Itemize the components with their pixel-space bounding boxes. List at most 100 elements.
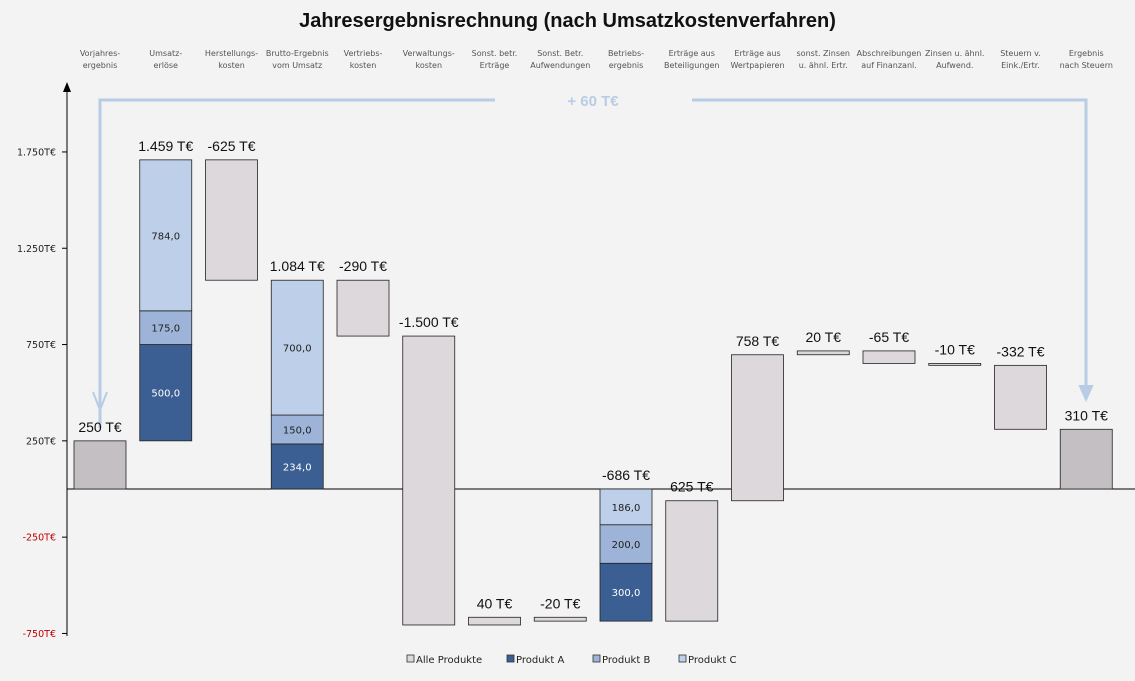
bar [862,350,916,364]
category-label: ergebnis [609,61,644,70]
segment-label: 700,0 [283,344,312,355]
category-label: Umsatz- [149,49,182,58]
category-label: sonst. Zinsen [797,49,850,58]
legend-label: Produkt B [602,655,650,666]
category-label: kosten [415,61,442,70]
y-tick-label: 250T€ [26,436,56,447]
value-label: -20 T€ [540,595,580,611]
category-label: Steuern v. [1000,49,1041,58]
bar-segment-produkt-b [599,524,653,564]
bar [533,616,587,622]
arrow-down-icon [92,391,108,413]
category-label: u. ähnl. Ertr. [799,61,848,70]
category-label: Ergebnis [1069,49,1104,58]
bar-segment-produkt-b [270,414,324,445]
segment-label: 234,0 [283,462,312,473]
bar [73,440,127,490]
category-label: nach Steuern [1060,61,1113,70]
category-label: Sonst. Betr. [537,49,583,58]
segment-label: 200,0 [612,540,641,551]
value-label: 20 T€ [805,329,841,345]
value-label: 758 T€ [736,333,780,349]
value-label: -625 T€ [208,138,256,154]
value-label: 1.459 T€ [138,138,193,154]
y-tick-label: -750T€ [23,629,56,640]
legend-swatch [406,654,415,663]
bar [994,364,1047,430]
category-label: Aufwend. [936,61,973,70]
bar [205,159,258,281]
bar [796,350,850,356]
legend-swatch [592,654,601,663]
legend-label: Alle Produkte [416,655,482,666]
legend-label: Produkt C [688,655,736,666]
arrow-down-icon [1078,384,1094,403]
category-label: Erträge aus [734,49,780,58]
value-label: -290 T€ [339,258,387,274]
value-label: 40 T€ [477,595,513,611]
value-label: 250 T€ [78,419,122,435]
legend-swatch [678,654,687,663]
bar-segment-produkt-c [270,279,324,416]
category-label: Betriebs- [608,49,644,58]
value-label: -332 T€ [997,343,1045,359]
category-label: Brutto-Ergebnis [266,49,329,58]
category-label: vom Umsatz [272,61,322,70]
bar [468,616,521,626]
segment-label: 150,0 [283,425,312,436]
value-label: 625 T€ [670,479,714,495]
category-label: Zinsen u. ähnl. [925,49,984,58]
y-tick-label: -250T€ [23,533,56,544]
category-label: Vorjahres- [80,49,120,58]
segment-label: 175,0 [151,324,180,335]
category-label: Erträge aus [669,49,715,58]
category-label: Vertriebs- [344,49,383,58]
category-label: Abschreibungen [857,49,922,58]
category-label: kosten [350,61,377,70]
segment-label: 500,0 [151,389,180,400]
bar-segment-produkt-c [139,159,193,312]
bridge-arrow-right [692,98,1088,398]
category-label: Herstellungs- [205,49,258,58]
y-tick-label: 1.750T€ [17,147,56,158]
category-label: erlöse [154,61,178,70]
category-label: ergebnis [83,61,118,70]
segment-label: 186,0 [612,503,641,514]
y-tick-label: 1.250T€ [17,244,56,255]
category-label: Aufwendungen [530,61,590,70]
bar [928,363,982,366]
value-label: -65 T€ [869,329,909,345]
bridge-arrow-left [98,98,495,428]
bar-segment-produkt-a [139,344,193,442]
value-label: 1.084 T€ [270,258,325,274]
category-label: Sonst. betr. [472,49,518,58]
value-label: -10 T€ [935,341,975,357]
bar-segment-produkt-c [599,488,653,526]
bar-segment-produkt-b [139,310,193,345]
bar-segment-produkt-a [599,562,653,622]
legend-swatch [506,654,515,663]
category-label: Verwaltungs- [403,49,455,58]
y-axis-arrow-icon [63,82,71,92]
y-tick-label: 750T€ [26,340,56,351]
segment-label: 784,0 [151,231,180,242]
value-label: -686 T€ [602,467,650,483]
annotation-label: + 60 T€ [567,93,619,110]
category-label: Eink./Ertr. [1001,61,1040,70]
bar [336,279,390,337]
category-label: Wertpapieren [730,61,784,70]
segment-label: 300,0 [612,588,641,599]
value-label: -1.500 T€ [399,314,459,330]
legend-label: Produkt A [516,655,564,666]
bar [1059,428,1113,490]
chart-title: Jahresergebnisrechnung (nach Umsatzkoste… [299,10,836,32]
bar [665,500,719,622]
bar [402,335,456,626]
category-label: Erträge [480,61,510,70]
bar [731,354,784,502]
category-label: Beteiligungen [664,61,719,70]
category-label: auf Finanzanl. [861,61,917,70]
bar-segment-produkt-a [270,443,324,490]
